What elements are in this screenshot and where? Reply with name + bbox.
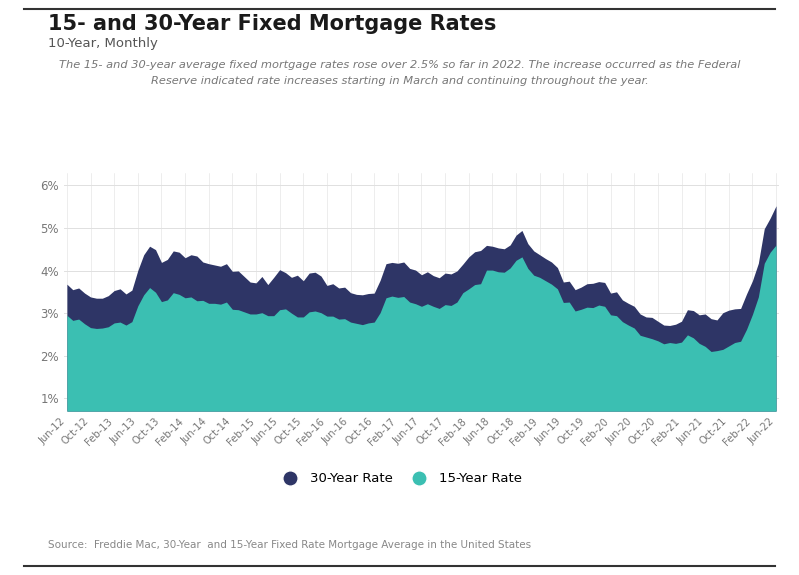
Text: 10-Year, Monthly: 10-Year, Monthly — [48, 37, 158, 51]
Text: 15- and 30-Year Fixed Mortgage Rates: 15- and 30-Year Fixed Mortgage Rates — [48, 14, 496, 34]
Text: The 15- and 30-year average fixed mortgage rates rose over 2.5% so far in 2022. : The 15- and 30-year average fixed mortga… — [59, 60, 740, 70]
Text: Source:  Freddie Mac, 30-Year  and 15-Year Fixed Rate Mortgage Average in the Un: Source: Freddie Mac, 30-Year and 15-Year… — [48, 540, 531, 550]
Legend: 30-Year Rate, 15-Year Rate: 30-Year Rate, 15-Year Rate — [272, 467, 527, 491]
Text: Reserve indicated rate increases starting in March and continuing throughout the: Reserve indicated rate increases startin… — [151, 76, 648, 86]
